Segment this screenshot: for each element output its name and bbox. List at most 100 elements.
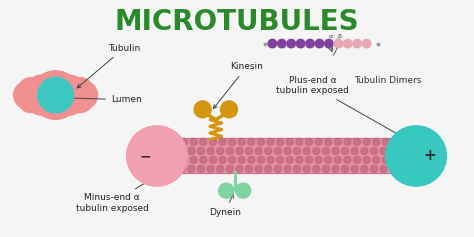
Ellipse shape <box>293 165 301 172</box>
Ellipse shape <box>287 39 295 48</box>
Ellipse shape <box>255 165 262 172</box>
Ellipse shape <box>248 156 255 163</box>
Ellipse shape <box>332 165 339 172</box>
Ellipse shape <box>190 138 197 146</box>
Ellipse shape <box>246 147 253 155</box>
Ellipse shape <box>178 147 185 155</box>
Ellipse shape <box>286 138 293 146</box>
Ellipse shape <box>217 165 224 172</box>
Ellipse shape <box>267 156 274 163</box>
Ellipse shape <box>41 88 70 116</box>
Ellipse shape <box>286 156 293 163</box>
Ellipse shape <box>31 71 80 119</box>
Ellipse shape <box>207 147 214 155</box>
Ellipse shape <box>267 138 274 146</box>
Ellipse shape <box>303 147 310 155</box>
Ellipse shape <box>305 156 312 163</box>
Ellipse shape <box>344 156 351 163</box>
Ellipse shape <box>127 126 187 186</box>
Ellipse shape <box>69 81 98 109</box>
Ellipse shape <box>353 39 361 48</box>
Ellipse shape <box>14 81 42 109</box>
Ellipse shape <box>354 156 361 163</box>
Text: −: − <box>139 149 151 163</box>
Ellipse shape <box>344 138 351 146</box>
Ellipse shape <box>200 156 207 163</box>
Ellipse shape <box>219 183 234 198</box>
Ellipse shape <box>277 156 284 163</box>
Ellipse shape <box>210 156 217 163</box>
Ellipse shape <box>210 138 217 146</box>
Ellipse shape <box>274 147 282 155</box>
Text: +: + <box>423 148 436 164</box>
Ellipse shape <box>332 147 339 155</box>
Ellipse shape <box>284 165 291 172</box>
Ellipse shape <box>315 156 322 163</box>
Ellipse shape <box>37 77 73 113</box>
Ellipse shape <box>373 156 380 163</box>
Ellipse shape <box>351 147 358 155</box>
Ellipse shape <box>325 156 332 163</box>
Ellipse shape <box>226 147 233 155</box>
Ellipse shape <box>315 39 324 48</box>
Ellipse shape <box>296 39 305 48</box>
Ellipse shape <box>399 165 406 172</box>
Ellipse shape <box>171 138 178 146</box>
Text: α: α <box>328 34 332 39</box>
Ellipse shape <box>171 156 178 163</box>
Ellipse shape <box>380 147 387 155</box>
Ellipse shape <box>219 138 226 146</box>
Ellipse shape <box>315 138 322 146</box>
Ellipse shape <box>334 156 341 163</box>
Ellipse shape <box>334 138 341 146</box>
Ellipse shape <box>236 165 243 172</box>
Text: Lumen: Lumen <box>57 95 142 104</box>
Ellipse shape <box>354 138 361 146</box>
Ellipse shape <box>313 147 320 155</box>
Ellipse shape <box>325 138 332 146</box>
Ellipse shape <box>268 39 277 48</box>
Ellipse shape <box>159 165 166 172</box>
Ellipse shape <box>257 138 264 146</box>
Ellipse shape <box>361 165 368 172</box>
Ellipse shape <box>188 165 195 172</box>
Text: Minus-end α
tubulin exposed: Minus-end α tubulin exposed <box>76 171 165 213</box>
Text: Tubulin Dimers: Tubulin Dimers <box>354 76 421 85</box>
Ellipse shape <box>228 156 236 163</box>
Text: Kinesin: Kinesin <box>213 63 263 109</box>
Ellipse shape <box>277 138 284 146</box>
Ellipse shape <box>238 156 245 163</box>
Ellipse shape <box>399 147 406 155</box>
Ellipse shape <box>161 138 168 146</box>
Ellipse shape <box>351 165 358 172</box>
Ellipse shape <box>190 156 197 163</box>
Text: Plus-end α
tubulin exposed: Plus-end α tubulin exposed <box>276 76 408 140</box>
Ellipse shape <box>236 183 251 198</box>
Ellipse shape <box>169 165 176 172</box>
Ellipse shape <box>181 156 188 163</box>
Ellipse shape <box>390 147 397 155</box>
Ellipse shape <box>264 147 272 155</box>
Ellipse shape <box>363 138 370 146</box>
Ellipse shape <box>219 156 226 163</box>
Ellipse shape <box>27 75 56 103</box>
Ellipse shape <box>226 165 233 172</box>
Ellipse shape <box>361 147 368 155</box>
Ellipse shape <box>274 165 282 172</box>
Ellipse shape <box>370 147 377 155</box>
Ellipse shape <box>257 156 264 163</box>
Ellipse shape <box>228 138 236 146</box>
Ellipse shape <box>383 156 389 163</box>
Ellipse shape <box>383 138 389 146</box>
Ellipse shape <box>380 165 387 172</box>
Text: MICROTUBULES: MICROTUBULES <box>115 9 359 36</box>
Ellipse shape <box>325 39 333 48</box>
Ellipse shape <box>217 147 224 155</box>
Ellipse shape <box>41 74 70 102</box>
Ellipse shape <box>370 165 377 172</box>
Ellipse shape <box>401 156 409 163</box>
Ellipse shape <box>198 165 204 172</box>
Ellipse shape <box>392 156 399 163</box>
Ellipse shape <box>313 165 320 172</box>
Ellipse shape <box>306 39 314 48</box>
